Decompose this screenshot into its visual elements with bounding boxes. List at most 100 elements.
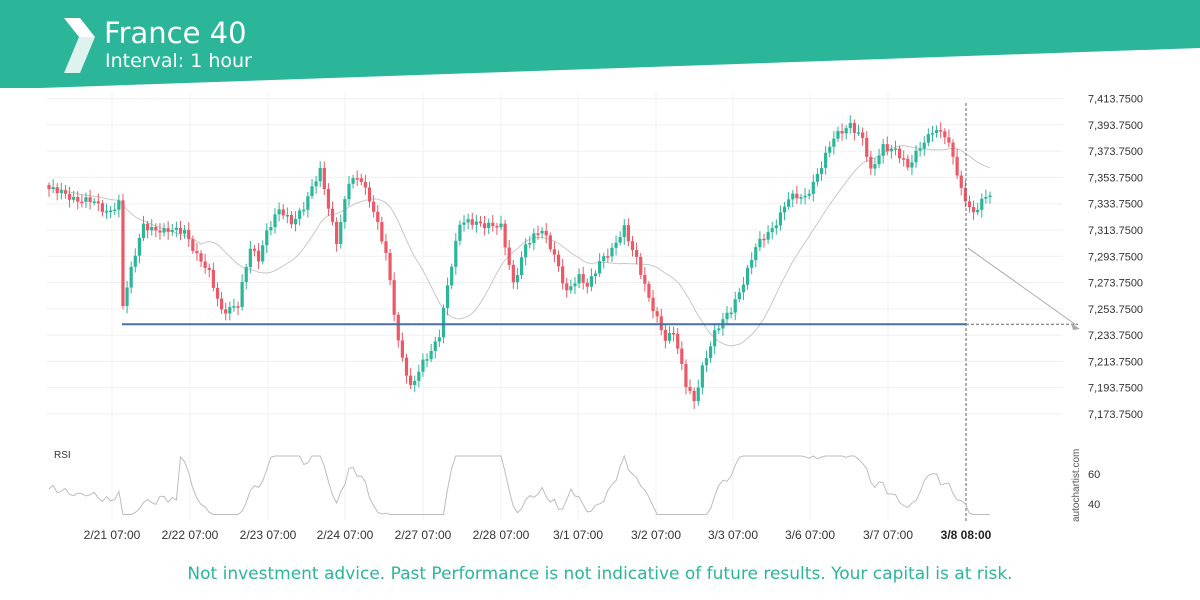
candle-body — [343, 199, 347, 223]
candle-body — [602, 256, 606, 262]
price-tick-label: 7,333.7500 — [1088, 199, 1143, 211]
candle-body — [589, 276, 594, 287]
candle-body — [117, 200, 121, 210]
candle-body — [729, 312, 733, 315]
candle-body — [955, 156, 959, 176]
candle-body — [577, 274, 581, 284]
candle-body — [725, 312, 729, 320]
candle-body — [856, 132, 861, 134]
price-tick-label: 7,173.7500 — [1088, 409, 1143, 421]
candle-body — [232, 306, 236, 308]
chart-overlays — [122, 103, 1080, 522]
candle-body — [215, 287, 220, 299]
candle-body — [318, 167, 322, 182]
candle-body — [869, 156, 873, 169]
candle-body — [55, 187, 59, 194]
chart-grid — [47, 93, 1063, 520]
header-banner — [0, 0, 1200, 88]
price-tick-label: 7,233.7500 — [1088, 330, 1143, 342]
candle-body — [207, 267, 211, 270]
candle-body — [413, 380, 417, 385]
candle-body — [561, 266, 565, 284]
candle-body — [832, 138, 836, 147]
candle-body — [573, 283, 577, 287]
candle-body — [824, 152, 828, 168]
candle-body — [72, 196, 76, 200]
candle-body — [639, 256, 643, 275]
candle-body — [655, 311, 659, 317]
candle-body — [125, 287, 129, 307]
candle-body — [240, 281, 244, 308]
rsi-tick-label: 60 — [1088, 469, 1100, 481]
candle-body — [289, 214, 294, 225]
candle-body — [437, 337, 441, 342]
candle-body — [926, 134, 930, 143]
candle-body — [474, 221, 478, 225]
candle-body — [569, 286, 573, 291]
candle-body — [976, 209, 980, 213]
candle-body — [528, 242, 532, 245]
candle-body — [787, 199, 791, 207]
candle-body — [836, 131, 840, 139]
candle-body — [507, 247, 511, 265]
candle-body — [67, 193, 72, 200]
chart-header: France 40 Interval: 1 hour — [0, 0, 1200, 88]
candle-body — [63, 190, 68, 194]
candle-body — [511, 264, 515, 283]
candle-body — [499, 223, 503, 228]
candle-body — [396, 314, 400, 341]
candle-body — [877, 155, 881, 165]
candle-body — [540, 230, 544, 234]
candle-body — [347, 183, 351, 200]
candle-body — [676, 333, 680, 349]
candle-body — [339, 222, 343, 244]
candle-body — [441, 307, 446, 338]
candle-body — [425, 359, 429, 361]
candle-body — [146, 223, 150, 231]
candle-body — [552, 249, 557, 255]
candle-body — [626, 225, 630, 242]
candle-body — [174, 227, 178, 231]
candle-body — [478, 221, 483, 224]
candle-body — [766, 232, 770, 240]
candle-body — [417, 371, 421, 381]
candle-body — [778, 212, 783, 226]
candle-body — [166, 228, 170, 232]
candle-body — [265, 230, 269, 246]
candle-body — [380, 222, 384, 242]
candle-body — [943, 131, 947, 138]
rsi-tick-label: 40 — [1088, 499, 1100, 511]
candle-body — [158, 230, 162, 233]
candle-body — [487, 222, 491, 228]
candle-body — [930, 133, 935, 135]
candle-body — [684, 364, 688, 388]
candle-body — [651, 297, 655, 312]
candle-body — [630, 241, 635, 251]
candle-body — [811, 181, 815, 194]
candle-body — [519, 257, 524, 276]
candle-body — [622, 225, 626, 238]
candle-body — [922, 142, 926, 149]
candle-body — [959, 175, 963, 188]
time-axis: 2/21 07:00 2/22 07:00 2/23 07:00 2/24 07:00… — [84, 528, 992, 542]
candle-body — [219, 298, 224, 310]
candle-body — [113, 209, 117, 212]
time-tick-label: 2/23 07:00 — [240, 528, 297, 542]
projection-arrowhead — [1071, 323, 1080, 330]
candle-body — [462, 222, 466, 225]
candle-body — [298, 210, 302, 219]
time-tick-label: 3/6 07:00 — [785, 528, 835, 542]
candle-body — [692, 390, 696, 402]
candle-body — [861, 132, 865, 138]
candle-body — [774, 225, 778, 229]
candle-body — [281, 209, 285, 216]
candle-body — [458, 224, 462, 241]
candle-body — [195, 250, 199, 254]
candle-body — [795, 193, 799, 199]
candle-body — [758, 238, 762, 248]
candle-body — [515, 275, 520, 283]
candle-body — [696, 387, 700, 402]
current-time-label: 3/8 08:00 — [941, 528, 992, 542]
candle-body — [844, 128, 848, 134]
